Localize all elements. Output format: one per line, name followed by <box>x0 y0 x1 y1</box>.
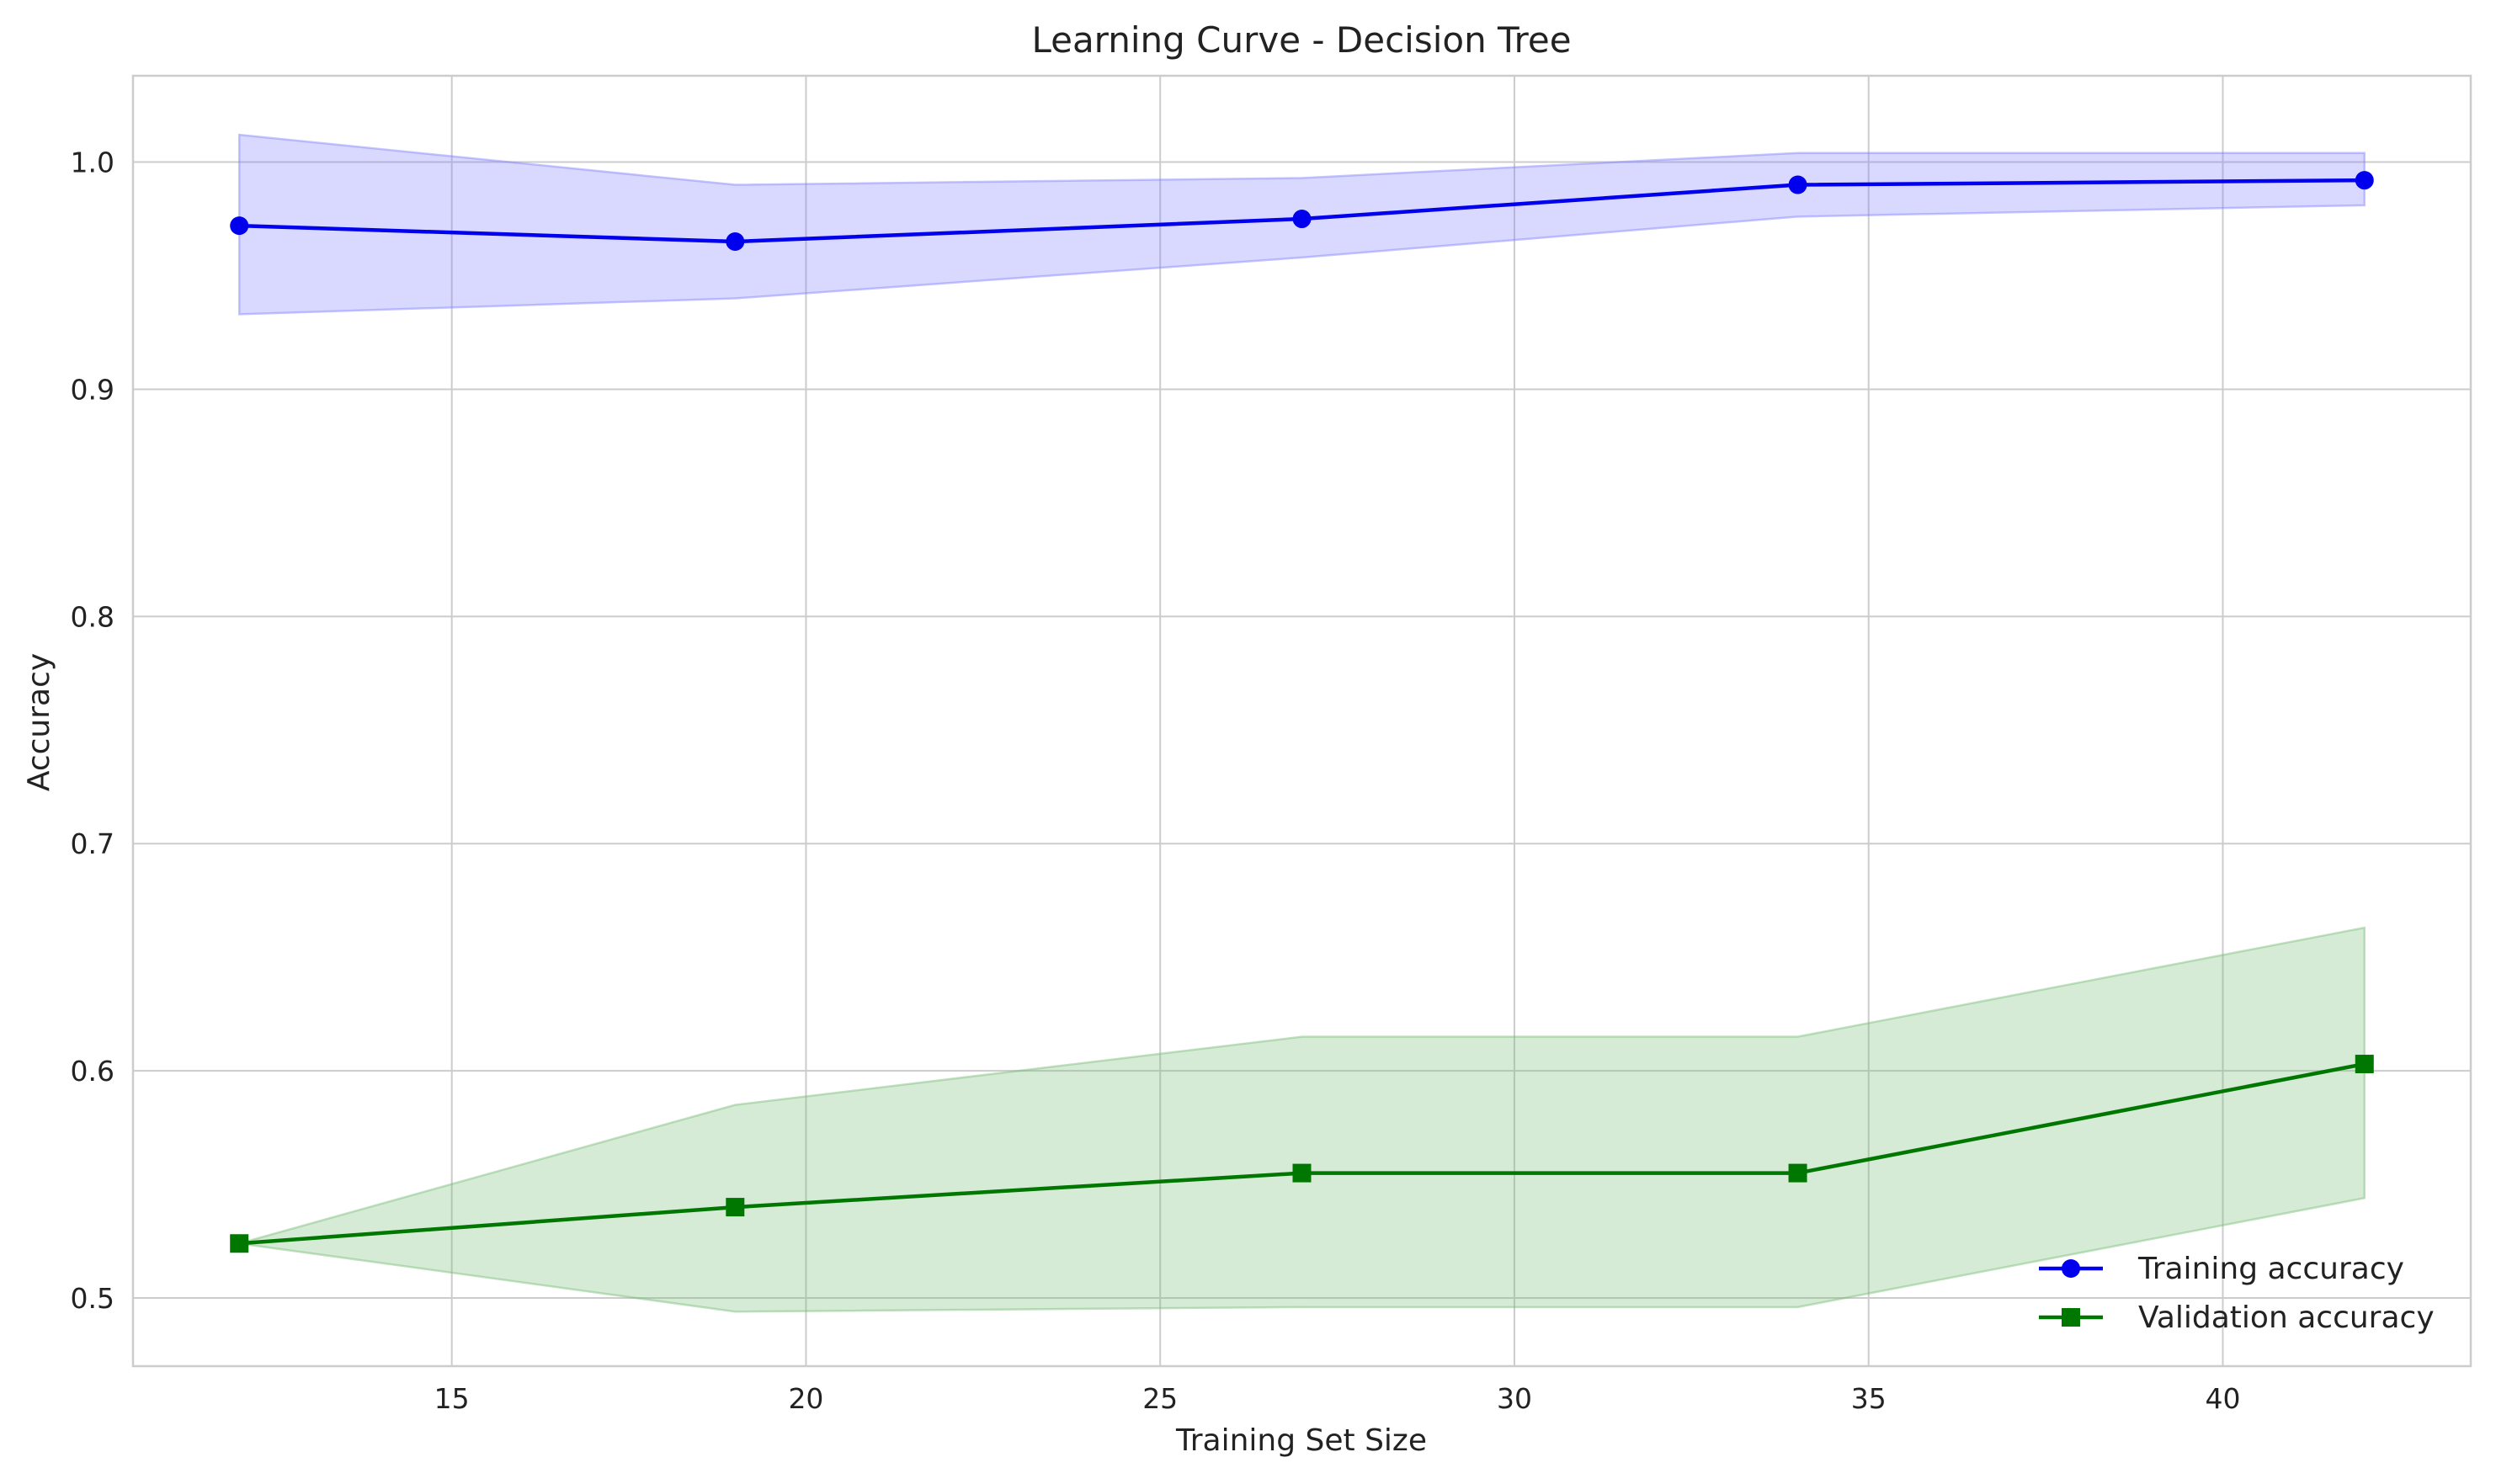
series-markers <box>230 171 2374 1253</box>
x-tick-label: 40 <box>2205 1382 2240 1415</box>
data-point-training <box>230 216 249 236</box>
y-tick-label: 0.5 <box>71 1282 114 1315</box>
data-point-training <box>2355 171 2374 190</box>
data-point-training <box>1788 175 1807 194</box>
data-point-validation <box>726 1198 745 1217</box>
data-point-validation <box>1788 1163 1807 1183</box>
data-point-training <box>1292 210 1312 229</box>
data-point-training <box>726 232 745 252</box>
x-axis-ticks: 15 20 25 30 35 40 <box>434 1382 2241 1415</box>
y-axis-label: Accuracy <box>22 653 56 791</box>
data-point-validation <box>230 1234 249 1253</box>
legend-entry-validation: Validation accuracy <box>2039 1300 2435 1335</box>
x-tick-label: 25 <box>1142 1382 1178 1415</box>
y-axis-ticks: 0.5 0.6 0.7 0.8 0.9 1.0 <box>71 146 114 1315</box>
x-tick-label: 35 <box>1851 1382 1887 1415</box>
x-tick-label: 15 <box>434 1382 470 1415</box>
y-tick-label: 0.6 <box>71 1055 114 1088</box>
legend-entry-training: Training accuracy <box>2039 1252 2404 1286</box>
x-tick-label: 20 <box>788 1382 823 1415</box>
legend-marker-training <box>2062 1259 2080 1278</box>
legend-label-training: Training accuracy <box>2137 1252 2404 1286</box>
data-point-validation <box>2355 1055 2374 1074</box>
chart-legend: Training accuracy Validation accuracy <box>2039 1252 2435 1335</box>
x-tick-label: 30 <box>1497 1382 1532 1415</box>
y-tick-label: 0.7 <box>71 827 114 860</box>
grid-lines <box>133 76 2471 1366</box>
plot-frame <box>131 74 2472 1368</box>
y-tick-label: 0.9 <box>71 373 114 406</box>
data-point-validation <box>1292 1163 1312 1183</box>
y-tick-label: 1.0 <box>71 146 114 179</box>
chart-title: Learning Curve - Decision Tree <box>1031 19 1571 61</box>
y-tick-label: 0.8 <box>71 600 114 633</box>
legend-label-validation: Validation accuracy <box>2138 1300 2435 1335</box>
legend-marker-validation <box>2062 1308 2080 1327</box>
x-axis-label: Training Set Size <box>1175 1423 1427 1458</box>
